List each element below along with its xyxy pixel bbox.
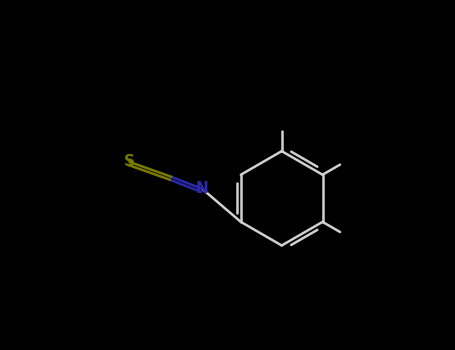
Text: N: N [196,181,208,196]
Text: S: S [124,154,135,169]
